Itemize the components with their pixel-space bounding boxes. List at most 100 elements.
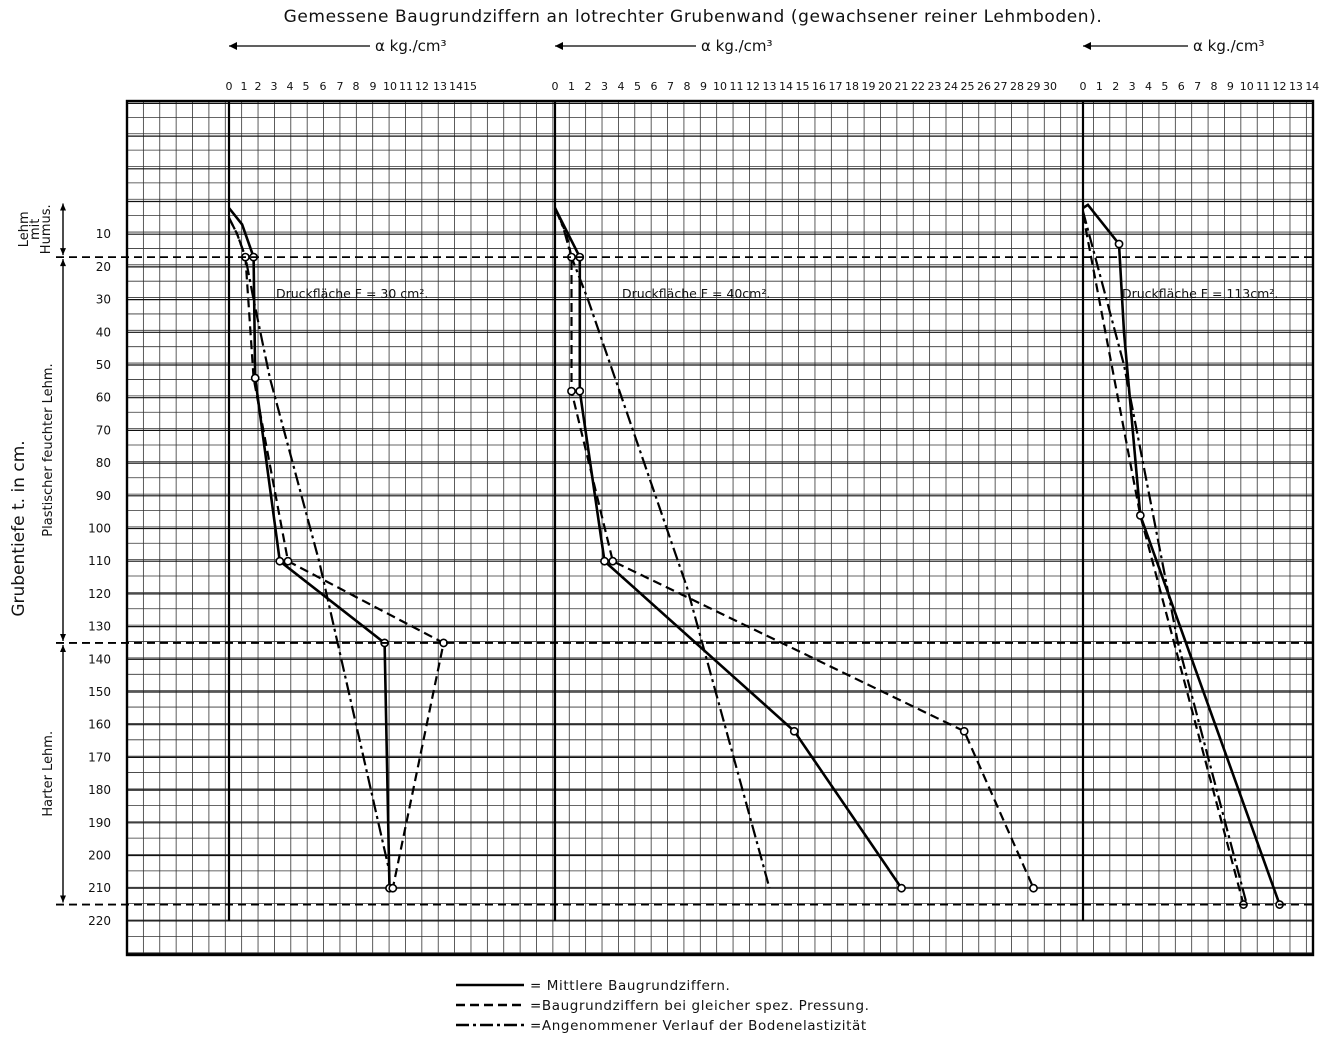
x-tick-label: 4	[1145, 80, 1152, 93]
pressure-area-annotation: Druckfläche F = 30 cm².	[276, 286, 428, 301]
data-point-marker	[250, 373, 260, 383]
x-tick-label: 30	[1043, 80, 1057, 93]
x-tick-label: 12	[415, 80, 429, 93]
series-line-dashdot	[553, 207, 771, 889]
x-tick-label: 9	[1227, 80, 1234, 93]
x-tick-label: 11	[1256, 80, 1270, 93]
x-tick-label: 10	[1240, 80, 1254, 93]
y-tick-label: 160	[88, 718, 111, 732]
x-tick-label: 8	[353, 80, 360, 93]
data-point-marker	[283, 556, 293, 566]
legend-label: =Baugrundziffern bei gleicher spez. Pres…	[530, 998, 870, 1014]
x-tick-label: 6	[1178, 80, 1185, 93]
chart-title: Gemessene Baugrundziffern an lotrechter …	[284, 7, 1103, 27]
series-line-solid	[1082, 203, 1281, 905]
series-line-dashed	[228, 217, 445, 889]
layer-bracket-arrow	[60, 203, 66, 211]
x-tick-label: 15	[796, 80, 810, 93]
x-tick-label: 3	[271, 80, 278, 93]
x-tick-label: 13	[763, 80, 777, 93]
x-tick-label: 5	[303, 80, 310, 93]
x-tick-label: 22	[911, 80, 925, 93]
layer-bracket-arrow	[60, 259, 66, 267]
x-tick-label: 19	[862, 80, 876, 93]
unit-arrow-head	[555, 42, 563, 50]
x-tick-label: 4	[287, 80, 294, 93]
y-tick-label: 130	[88, 620, 111, 634]
y-tick-label: 100	[88, 522, 111, 536]
data-point-marker	[897, 883, 906, 893]
x-tick-label: 16	[812, 80, 826, 93]
legend-label: =Angenommener Verlauf der Bodenelastizit…	[530, 1018, 867, 1034]
unit-arrow-head	[1083, 42, 1091, 50]
data-point-marker	[789, 726, 799, 736]
layer-label: Humus.	[39, 204, 54, 254]
chart-frame	[125, 99, 1315, 957]
layer-label: Harter Lehm.	[41, 731, 56, 817]
data-point-marker	[1114, 239, 1124, 249]
x-tick-label: 12	[1273, 80, 1287, 93]
x-tick-label: 4	[618, 80, 625, 93]
x-axis-unit-label: α kg./cm³	[375, 37, 447, 55]
layer-label: Lehm	[17, 211, 32, 247]
x-tick-label: 6	[320, 80, 327, 93]
pressure-area-annotation: Druckfläche F = 40cm².	[622, 286, 770, 301]
y-tick-label: 110	[88, 554, 111, 568]
series-line-dashdot	[228, 217, 391, 873]
y-tick-label: 140	[88, 652, 111, 666]
data-point-marker	[959, 726, 969, 736]
x-tick-label: 6	[651, 80, 658, 93]
x-tick-label: 14	[449, 80, 463, 93]
layer-bracket-arrow	[60, 644, 66, 652]
x-tick-label: 1	[1096, 80, 1103, 93]
x-tick-label: 27	[994, 80, 1008, 93]
series-line-solid	[227, 207, 391, 889]
x-tick-label: 20	[878, 80, 892, 93]
y-tick-label: 40	[96, 325, 111, 339]
x-tick-label: 3	[601, 80, 608, 93]
data-point-marker	[388, 883, 398, 893]
x-tick-label: 12	[746, 80, 760, 93]
pressure-area-annotation: Druckfläche F = 113cm².	[1122, 286, 1278, 301]
x-tick-label: 1	[568, 80, 575, 93]
x-tick-label: 3	[1129, 80, 1136, 93]
layer-bracket-arrow	[60, 895, 66, 903]
y-tick-label: 180	[88, 783, 111, 797]
x-tick-label: 9	[370, 80, 377, 93]
x-axis-unit-label: α kg./cm³	[701, 37, 773, 55]
series-line-dashed	[1081, 214, 1245, 905]
x-tick-label: 11	[399, 80, 413, 93]
data-point-marker	[567, 386, 576, 396]
data-point-marker	[1029, 883, 1038, 893]
y-tick-label: 50	[96, 358, 111, 372]
y-tick-label: 60	[96, 391, 111, 405]
series-line-dashdot	[1081, 211, 1248, 905]
y-tick-label: 10	[96, 227, 111, 241]
y-tick-label: 90	[96, 489, 111, 503]
x-tick-label: 8	[1211, 80, 1218, 93]
layer-label: Plastischer feuchter Lehm.	[41, 363, 56, 536]
x-tick-label: 7	[1194, 80, 1201, 93]
y-tick-label: 150	[88, 685, 111, 699]
y-tick-label: 20	[96, 260, 111, 274]
y-tick-label: 120	[88, 587, 111, 601]
x-tick-label: 18	[845, 80, 859, 93]
data-point-marker	[608, 556, 618, 566]
x-tick-label: 15	[463, 80, 477, 93]
layer-bracket-arrow	[60, 633, 66, 641]
y-tick-label: 170	[88, 750, 111, 764]
x-axis-unit-label: α kg./cm³	[1193, 37, 1265, 55]
legend-label: = Mittlere Baugrundziffern.	[530, 978, 730, 994]
y-tick-label: 30	[96, 293, 111, 307]
x-tick-label: 2	[585, 80, 592, 93]
layer-label: mit	[28, 219, 43, 240]
series-line-dashed	[553, 207, 1035, 889]
layer-bracket-arrow	[60, 248, 66, 256]
x-tick-label: 29	[1027, 80, 1041, 93]
x-tick-label: 1	[241, 80, 248, 93]
x-tick-label: 7	[667, 80, 674, 93]
y-axis-label: Grubentiefe t. in cm.	[9, 440, 29, 616]
y-tick-label: 210	[88, 881, 111, 895]
x-tick-label: 17	[829, 80, 843, 93]
